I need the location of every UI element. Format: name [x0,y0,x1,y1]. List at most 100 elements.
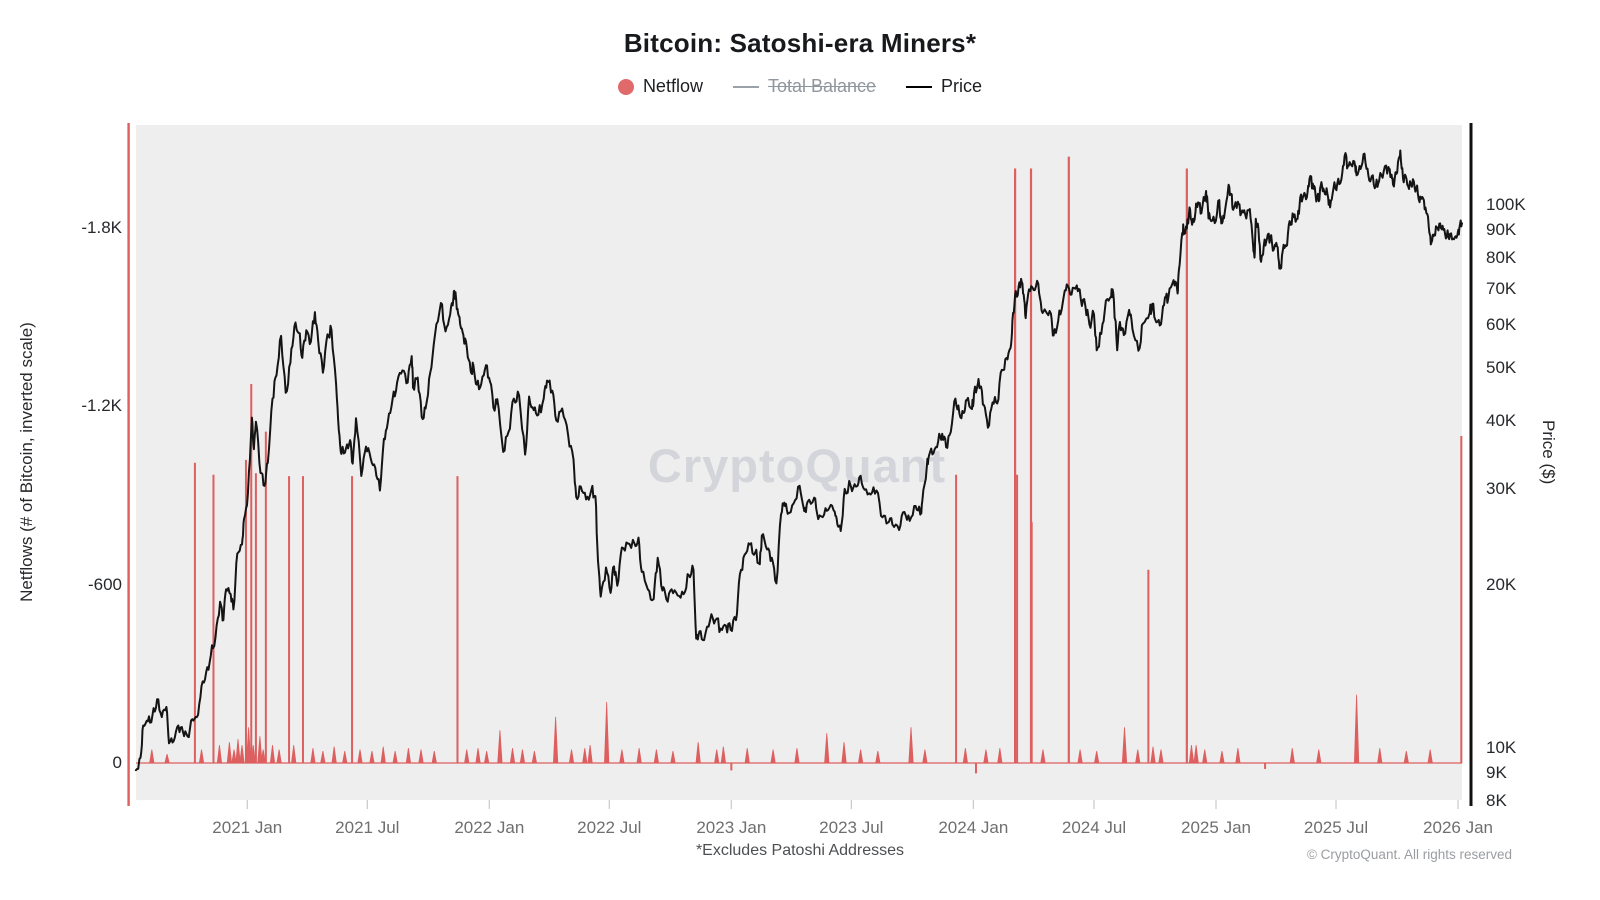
netflow-spike [431,751,437,764]
netflow-spike [1193,745,1199,764]
legend-item-price[interactable]: Price [906,76,982,97]
x-axis-tick-label: 2021 Jul [335,818,400,837]
x-axis-tick-label: 2021 Jan [212,818,283,837]
netflow-spike [342,751,348,764]
netflow-spike [291,745,297,764]
x-axis-tick-label: 2024 Jan [938,818,1009,837]
right-axis-tick-label: 50K [1486,358,1517,378]
netflow-spike [841,742,847,764]
netflow-spike [552,716,559,764]
netflow-spike [231,749,237,764]
netflow-spike [604,702,610,764]
legend-label-price: Price [941,76,983,96]
chart-footnote: *Excludes Patoshi Addresses [695,842,905,859]
netflow-spike [636,748,642,764]
x-axis-tick-label: 2022 Jul [577,818,642,837]
netflow-spike [720,746,727,764]
netflow-spike [369,751,375,764]
netflow-spike [497,730,503,764]
netflow-spike [568,749,575,764]
legend: Netflow Total Balance Price [0,76,1600,97]
netflow-spike [744,748,750,764]
netflow-spike [357,749,363,764]
netflow-spike [1188,745,1195,764]
right-axis-tick-label: 10K [1486,738,1517,757]
x-axis-tick-label: 2024 Jul [1061,818,1127,837]
left-axis-tick-label: -1.8K [81,218,122,237]
chart-title: Bitcoin: Satoshi-era Miners* [623,28,977,58]
netflow-spike [1403,751,1409,764]
left-axis-tick-label: 0 [112,753,122,772]
netflow-spike [1427,749,1433,764]
netflow-spike [310,748,316,764]
netflow-spike [619,749,625,764]
netflow-spike [149,749,155,764]
netflow-spike [794,748,800,764]
legend-item-total-balance[interactable]: Total Balance [732,76,876,97]
netflow-spike [1135,749,1141,764]
copyright-notice: © CryptoQuant. All rights reserved [1306,847,1512,862]
netflow-spike [1040,749,1046,764]
netflow-spike [1316,749,1322,764]
netflow-spike [245,727,252,764]
netflow-spike [1121,727,1128,764]
right-axis-tick-label: 80K [1486,247,1517,267]
netflow-spike [1202,749,1208,764]
netflow-spike [714,749,720,764]
netflow-spike [475,748,481,764]
netflow-spike [331,746,337,764]
left-axis-title: Netflows (# of Bitcoin, inverted scale) [17,322,36,602]
x-axis-tick-label: 2025 Jan [1181,818,1251,837]
netflow-spike [1377,748,1383,764]
legend-item-netflow[interactable]: Netflow [617,76,703,97]
x-axis-tick-label: 2026 Jan [1423,818,1493,837]
right-axis-tick-label: 9K [1486,762,1507,782]
netflow-spike [235,739,241,764]
plot-area[interactable] [136,125,1462,800]
x-axis-tick-label: 2023 Jul [819,818,884,837]
x-axis-tick-label: 2025 Jul [1303,818,1369,837]
netflow-spike [997,748,1003,764]
netflow-spike [587,745,593,764]
netflow-spike [483,751,490,764]
netflow-swatch-icon [617,78,634,95]
total-balance-swatch-icon [732,85,759,88]
netflow-spike [653,749,660,764]
netflow-spike [392,751,398,764]
netflow-spike [1235,748,1241,764]
netflow-spike [198,749,205,764]
netflow-spike [380,746,386,764]
netflow-spike [509,748,516,764]
right-axis-tick-label: 40K [1486,411,1517,431]
netflow-spike [226,742,233,764]
netflow-spike [269,745,276,764]
netflow-spike [1219,751,1225,764]
netflow-spike [908,727,914,764]
netflow-spike [257,736,263,764]
netflow-spike [695,742,701,764]
price-line [134,149,1463,772]
right-axis-tick-label: 20K [1486,574,1517,594]
netflow-spike [320,751,326,764]
netflow-spike [875,751,881,764]
netflow-spike [260,749,266,764]
netflow-spike [164,753,170,764]
right-axis-tick-label: 8K [1486,790,1507,810]
x-axis-tick-label: 2023 Jan [696,818,767,837]
netflow-spike [464,749,470,764]
right-axis-tick-label: 90K [1486,219,1517,239]
netflow-spike [1158,749,1164,764]
netflow-spike [531,751,538,764]
left-axis-tick-label: -600 [87,574,122,594]
netflow-spike [582,748,588,764]
x-axis-tick-label: 2022 Jan [454,818,525,837]
netflow-spike [239,745,245,764]
netflow-spike [824,733,830,764]
netflow-spike [418,749,424,764]
netflow-spike [962,748,969,764]
netflow-spike [519,749,526,764]
netflow-spike [670,751,676,764]
netflow-spike [983,749,989,764]
netflow-spike [216,745,223,764]
